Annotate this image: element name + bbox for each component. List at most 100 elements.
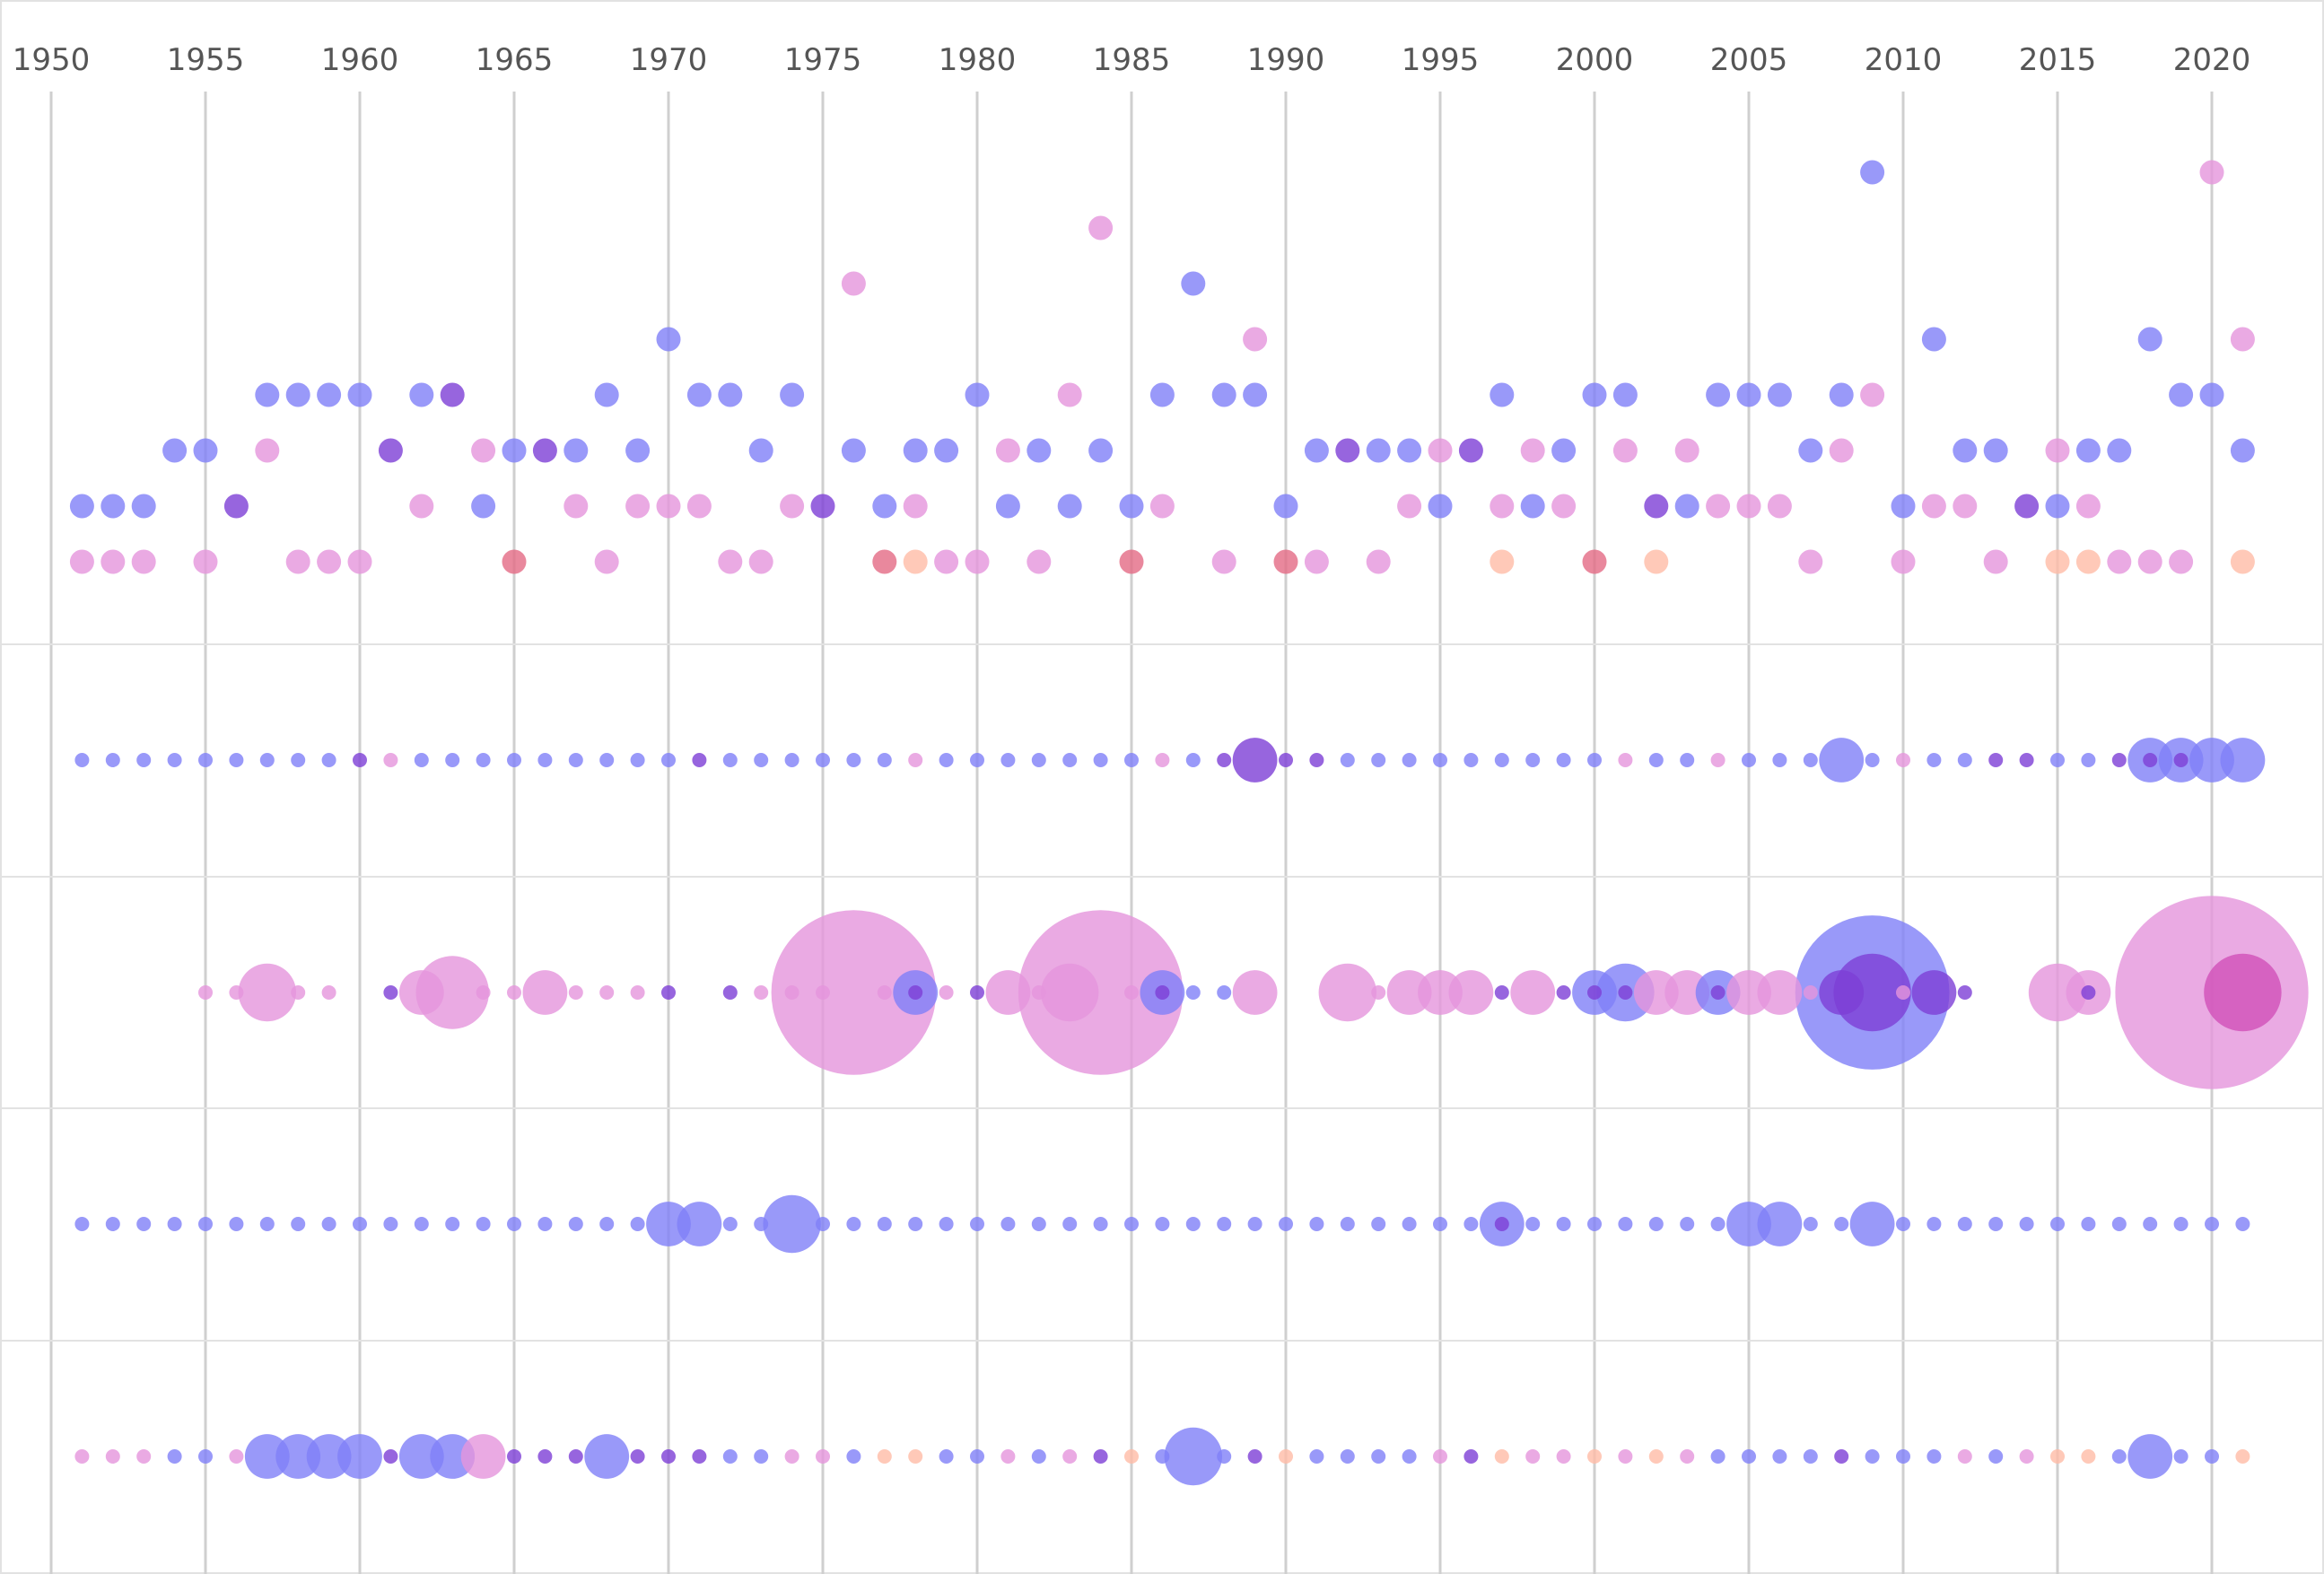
panel-2-bubble — [722, 753, 738, 767]
panel-2-bubble — [2019, 753, 2034, 767]
panel-5-bubble — [1093, 1449, 1108, 1464]
panel-2-bubble — [1340, 753, 1355, 767]
panel-5-bubble — [692, 1449, 707, 1464]
panel-1-point — [780, 382, 805, 407]
panel-1-point — [1860, 160, 1885, 185]
panel-1-point — [780, 494, 805, 519]
panel-4-bubble — [2173, 1217, 2189, 1231]
panel-4-bubble — [353, 1217, 367, 1231]
panel-2-bubble — [1680, 753, 1695, 767]
panel-4-bubble — [1849, 1202, 1895, 1246]
panel-4-bubble — [1217, 1217, 1232, 1231]
panel-1-point — [841, 438, 866, 463]
panel-2-bubble — [1865, 753, 1880, 767]
panel-2-bubble — [445, 753, 460, 767]
panel-4-bubble — [507, 1217, 521, 1231]
panel-3-bubble — [599, 985, 615, 1000]
panel-3-bubble — [661, 985, 676, 1000]
panel-2-bubble — [167, 753, 182, 767]
panel-3-bubble — [1155, 985, 1170, 1000]
panel-1-point — [2169, 549, 2194, 574]
panel-1-point — [131, 494, 156, 519]
panel-1-point — [1736, 494, 1761, 519]
panel-1-point — [100, 494, 126, 519]
panel-1-point — [1149, 382, 1175, 407]
panel-3-bubble — [1041, 963, 1099, 1022]
panel-5-bubble — [507, 1449, 521, 1464]
panel-1-point — [1829, 438, 1854, 463]
panel-5-bubble — [537, 1449, 553, 1464]
panel-3-bubble — [1957, 985, 1972, 1000]
panel-3-bubble — [771, 910, 937, 1075]
panel-3-bubble — [1371, 985, 1386, 1000]
panel-3-bubble — [1217, 985, 1232, 1000]
panel-3-bubble — [1556, 985, 1571, 1000]
panel-2-bubble — [1742, 753, 1756, 767]
x-axis-ticks: 1950 1955 1960 1965 1970 1975 1980 1985 1990 1995… — [13, 42, 2251, 78]
panel-5-bubble — [1247, 1449, 1262, 1464]
panel-4-bubble — [1896, 1217, 1910, 1231]
panel-1-point — [409, 382, 434, 407]
panel-2-bubble — [1819, 738, 1865, 783]
x-tick-label: 1990 — [1247, 42, 1325, 78]
panel-3-bubble — [568, 985, 583, 1000]
panel-3-bubble — [198, 985, 213, 1000]
panel-5-bubble — [430, 1434, 476, 1479]
x-tick-label: 1975 — [784, 42, 862, 78]
panel-5-bubble — [244, 1434, 290, 1479]
panel-4-bubble — [105, 1217, 120, 1231]
panel-1-point — [502, 549, 527, 574]
panel-4-bubble — [74, 1217, 90, 1231]
panel-5-bubble — [229, 1449, 244, 1464]
panel-4-bubble — [939, 1217, 954, 1231]
panel-1-point — [2107, 549, 2132, 574]
panel-5-bubble — [1433, 1449, 1447, 1464]
panel-5-bubble — [1772, 1449, 1787, 1464]
panel-1-point — [347, 549, 372, 574]
panel-5-bubble — [1525, 1449, 1541, 1464]
panel-1-point — [1211, 549, 1236, 574]
panel-5-bubble — [2173, 1449, 2189, 1464]
panel-1-point — [1366, 438, 1391, 463]
panel-3-bubble — [1833, 953, 1911, 1032]
panel-1-point — [1149, 494, 1175, 519]
panel-3-bubble — [1124, 985, 1139, 1000]
panel-2-bubble — [2111, 753, 2127, 767]
panel-2-bubble — [1217, 753, 1232, 767]
x-tick-label: 1965 — [476, 42, 554, 78]
panel-4-bubble — [291, 1217, 306, 1231]
panel-1-point — [1582, 549, 1607, 574]
panel-3-bubble — [229, 985, 244, 1000]
panel-3-bubble — [383, 985, 398, 1000]
panel-2-bubble — [692, 753, 707, 767]
panel-1-point — [564, 438, 589, 463]
panel-5-bubble — [722, 1449, 738, 1464]
panel-2-bubble — [229, 753, 244, 767]
panel-5-bubble — [908, 1449, 923, 1464]
panel-1-point — [255, 382, 280, 407]
panel-3-bubble — [722, 985, 738, 1000]
panel-4-bubble — [2111, 1217, 2127, 1231]
panel-5-bubble — [939, 1449, 954, 1464]
panel-1-point — [100, 549, 126, 574]
panel-1-point — [1860, 382, 1885, 407]
panel-1-point — [1088, 215, 1114, 240]
panel-3-bubble — [970, 985, 984, 1000]
panel-3-bubble — [522, 970, 568, 1015]
panel-5-bubble — [275, 1434, 321, 1479]
panel-3-bubble — [507, 985, 521, 1000]
panel-4-bubble — [763, 1194, 821, 1254]
panel-3-bubble — [1911, 970, 1957, 1015]
panel-2-bubble — [136, 753, 152, 767]
x-tick-label: 1985 — [1093, 42, 1171, 78]
panel-4-bubble — [1618, 1217, 1633, 1231]
panel-4-bubble — [2081, 1217, 2096, 1231]
panel-4-bubble — [1803, 1217, 1818, 1231]
panel-1-point — [594, 549, 619, 574]
panel-1-point — [625, 494, 651, 519]
panel-1-point — [748, 438, 773, 463]
x-tick-label: 1980 — [939, 42, 1017, 78]
panel-1-point — [1551, 438, 1577, 463]
panel-2-bubble — [353, 753, 367, 767]
